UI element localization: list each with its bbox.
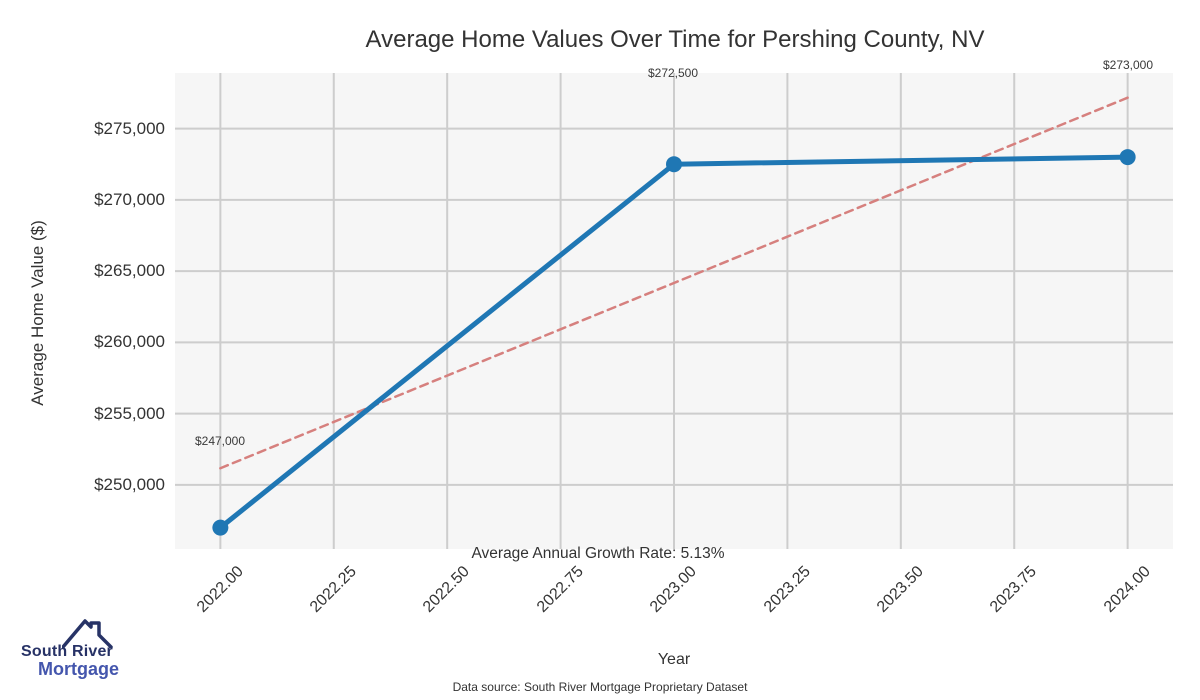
point-label-2023: $272,500: [647, 66, 699, 80]
y-tick-label: $265,000: [94, 261, 165, 281]
x-tick-label: 2022.00: [193, 563, 247, 616]
chart-title: Average Home Values Over Time for Pershi…: [365, 26, 985, 53]
logo-text-south-river: South River: [21, 643, 113, 660]
y-axis-label: Average Home Value ($): [28, 220, 47, 406]
y-tick-label: $260,000: [94, 332, 165, 352]
plot-canvas: [175, 73, 1173, 549]
data-point-marker: [212, 519, 229, 536]
y-tick-label: $255,000: [94, 403, 165, 423]
x-tick-label: 2022.75: [533, 563, 587, 616]
x-tick-label: 2022.50: [420, 563, 474, 616]
x-tick-label: 2022.25: [306, 563, 360, 616]
y-tick-label: $275,000: [94, 118, 165, 138]
x-tick-label: 2023.25: [760, 563, 814, 616]
x-tick-label: 2023.00: [647, 563, 701, 616]
x-tick-label: 2023.75: [987, 563, 1041, 616]
growth-rate-annotation: Average Annual Growth Rate: 5.13%: [471, 545, 725, 562]
company-logo: South River Mortgage: [18, 614, 158, 686]
point-label-2022: $247,000: [194, 434, 246, 448]
data-source-note: Data source: South River Mortgage Propri…: [452, 680, 748, 694]
house-roof-icon: [62, 619, 113, 648]
x-tick-label: 2023.50: [873, 563, 927, 616]
data-point-marker: [666, 156, 682, 173]
y-tick-label: $270,000: [94, 189, 165, 209]
x-tick-label: 2024.00: [1100, 563, 1154, 616]
point-label-2024: $273,000: [1102, 58, 1154, 72]
plot-area: [175, 73, 1173, 549]
x-axis-label: Year: [657, 651, 691, 668]
data-point-marker: [1119, 149, 1136, 166]
y-tick-label: $250,000: [94, 474, 165, 494]
logo-text-mortgage: Mortgage: [38, 659, 119, 679]
